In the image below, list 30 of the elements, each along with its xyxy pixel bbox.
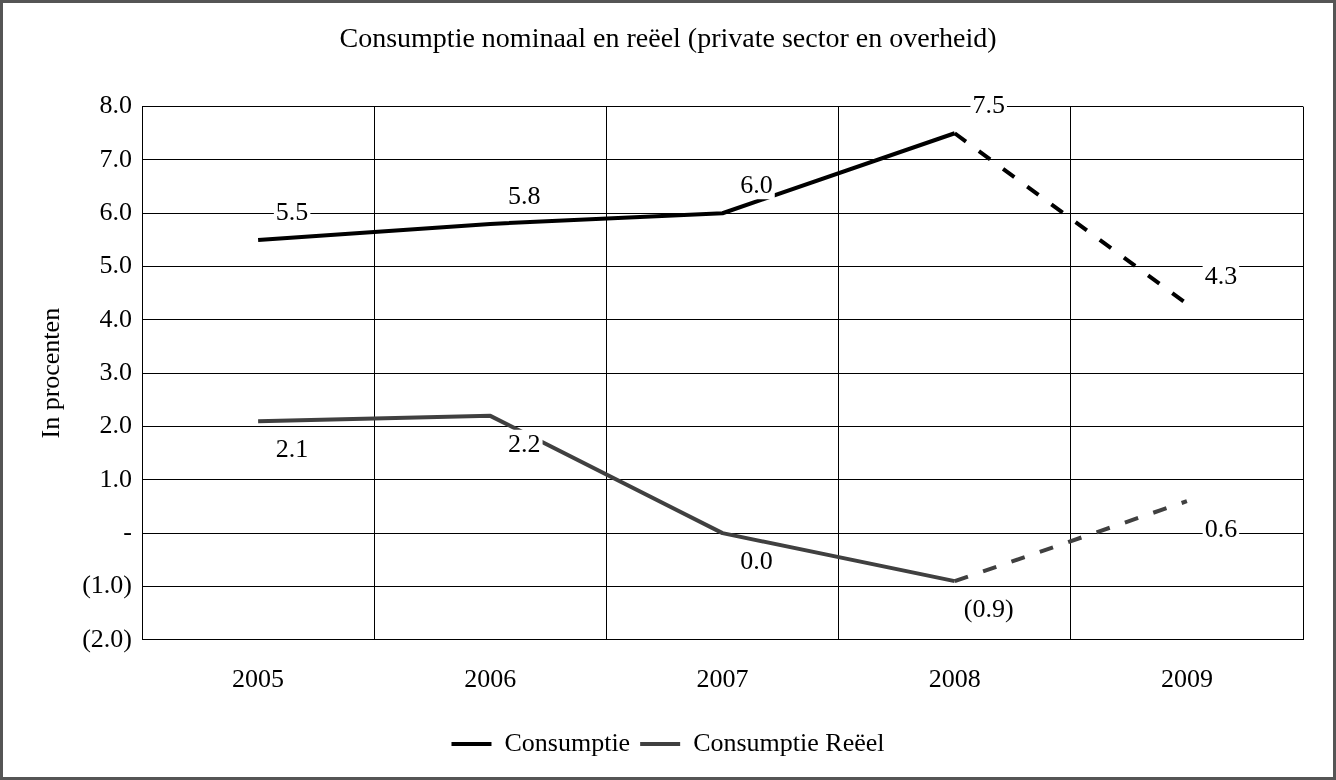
- data-label: 5.5: [275, 196, 309, 226]
- x-tick-label: 2006: [464, 664, 517, 694]
- y-tick-label: 1.0: [99, 463, 133, 493]
- y-tick-label: (2.0): [82, 623, 133, 653]
- data-label: 2.1: [275, 434, 309, 464]
- x-tick-label: 2008: [928, 664, 981, 694]
- x-tick-label: 2007: [696, 664, 749, 694]
- legend-label: Consumptie Reëel: [693, 727, 885, 757]
- y-tick-label: -: [123, 516, 133, 546]
- y-tick-label: 2.0: [99, 410, 133, 440]
- chart-title: Consumptie nominaal en reëel (private sector en overheid): [339, 22, 997, 54]
- data-label: 2.2: [508, 428, 541, 458]
- data-label: 7.5: [972, 90, 1005, 120]
- y-tick-label: 7.0: [99, 143, 133, 173]
- y-axis-title: In procenten: [36, 307, 66, 439]
- y-tick-label: 4.0: [99, 303, 133, 333]
- data-label: 0.6: [1204, 514, 1238, 543]
- y-tick-label: 3.0: [99, 357, 133, 387]
- x-tick-label: 2005: [232, 664, 285, 694]
- y-tick-label: (1.0): [82, 570, 133, 600]
- data-label: 0.0: [740, 545, 773, 575]
- y-tick-label: 8.0: [99, 90, 133, 120]
- data-label: 4.3: [1204, 260, 1238, 290]
- y-tick-label: 5.0: [99, 250, 133, 280]
- data-label: (0.9): [963, 593, 1014, 623]
- y-tick-label: 6.0: [99, 197, 133, 227]
- legend-label: Consumptie: [504, 727, 631, 757]
- x-tick-label: 2009: [1160, 664, 1213, 694]
- data-label: 6.0: [740, 170, 773, 200]
- data-label: 5.8: [508, 180, 541, 210]
